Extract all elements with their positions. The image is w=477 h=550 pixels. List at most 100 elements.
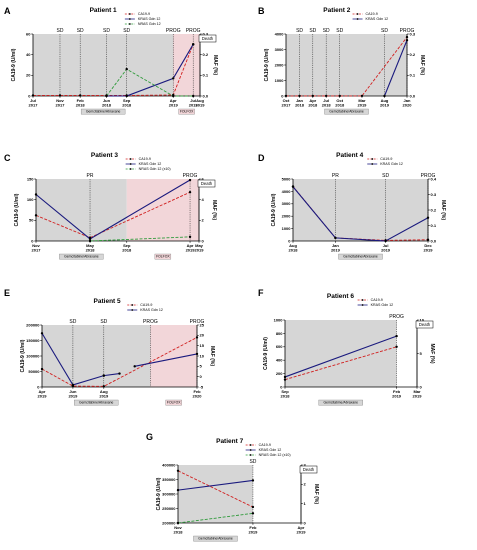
data-point-kras xyxy=(395,334,398,338)
x-tick-label: 2019 xyxy=(358,103,368,108)
x-tick-label: Apr xyxy=(309,98,316,103)
x-tick-label: 2019 xyxy=(68,394,78,399)
left-tick-label: 600 xyxy=(276,344,283,349)
event-label: PR xyxy=(87,173,94,179)
x-tick-label: Aug xyxy=(196,98,204,103)
series-line-kras xyxy=(177,479,254,491)
treatment-label: FOLFOX xyxy=(156,255,170,259)
event-label: PR xyxy=(332,173,339,179)
treatment-label-box xyxy=(80,108,126,115)
legend-label: KRAS Gdn 12 xyxy=(380,162,403,166)
legend-marker xyxy=(131,309,134,311)
legend-label: KRAS Gdn 12 xyxy=(139,162,162,166)
x-tick-label: 2018 xyxy=(335,103,345,108)
series-line-nras xyxy=(106,68,194,97)
panel-e: E Patient 5 0 50000 100000 150000 200000 -5 0 5 10… xyxy=(4,288,215,406)
right-tick-label: 2 xyxy=(304,482,307,487)
right-tick-label: 0.3 xyxy=(410,31,416,36)
x-tick-label: Nov xyxy=(56,98,64,103)
legend-marker xyxy=(371,158,374,160)
treatment-label-box xyxy=(165,399,182,406)
treatment-shade xyxy=(285,320,397,387)
x-tick-label: 2020 xyxy=(193,394,203,399)
legend-marker xyxy=(128,18,131,20)
right-axis-label: MAF (%) xyxy=(429,344,435,364)
panel-c: C Patient 3 0 50 100 150 0 2 4 6 CA19-9 (U/ml) MAF … xyxy=(4,152,217,260)
x-tick-label: Jan xyxy=(332,243,339,248)
legend-marker xyxy=(249,444,252,446)
legend-label: CA19-9 xyxy=(138,12,150,16)
series-line-ca199 xyxy=(284,346,397,381)
panel-g: G Patient 7 200000 250000 300000 350000 400000… xyxy=(146,432,319,542)
right-tick-label: 0.1 xyxy=(203,73,209,78)
treatment-shade xyxy=(42,325,151,387)
x-tick-label: Oct xyxy=(283,98,290,103)
left-tick-label: 400000 xyxy=(162,462,176,467)
event-label: SD xyxy=(336,28,343,34)
panel-title: Patient 4 xyxy=(336,152,363,159)
legend-label: KRAS Gdn 12 xyxy=(366,17,389,21)
data-point-kras xyxy=(118,372,121,375)
x-tick-label: Jul xyxy=(190,98,196,103)
treatment-label-box xyxy=(324,108,369,115)
x-tick-label: 2018 xyxy=(102,103,112,108)
left-tick-label: 800 xyxy=(276,331,283,336)
legend-label: CA19-9 xyxy=(366,12,378,16)
data-point-nras xyxy=(88,239,92,243)
left-tick-label: 150000 xyxy=(26,338,40,343)
right-axis-label: MAF (%) xyxy=(419,55,425,75)
panel-a: A Patient 1 0 20 40 60 0.0 0.1 0.2 0.3 CA19-9 (U/m… xyxy=(4,6,218,115)
series-line-kras xyxy=(134,353,198,367)
x-tick-label: May xyxy=(86,243,95,248)
treatment-shade xyxy=(293,179,428,241)
series-line-kras xyxy=(383,39,408,97)
series-line-ca199 xyxy=(41,337,198,387)
x-tick-label: 2019 xyxy=(169,103,179,108)
x-tick-label: Jun xyxy=(103,98,111,103)
right-tick-label: 2 xyxy=(202,218,205,223)
treatment-label-box xyxy=(318,399,363,406)
x-tick-label: Sep xyxy=(281,389,289,394)
x-tick-label: 2017 xyxy=(56,103,66,108)
x-tick-label: 2019 xyxy=(196,103,206,108)
x-tick-label: 2019 xyxy=(380,103,390,108)
data-point-ca199 xyxy=(395,345,398,348)
data-point-ca199 xyxy=(58,94,62,97)
x-tick-label: Apr xyxy=(187,243,194,248)
treatment-shade xyxy=(173,34,200,96)
legend-marker xyxy=(356,13,359,15)
legend-marker xyxy=(129,163,132,165)
data-point-nras xyxy=(191,94,195,98)
data-point-ca199 xyxy=(283,378,287,381)
treatment-label: Gemcitabine/Abraxane xyxy=(198,537,233,541)
event-label: SD xyxy=(100,319,107,325)
data-point-ca199 xyxy=(31,94,35,97)
x-tick-label: Nov xyxy=(32,243,40,248)
treatment-shade xyxy=(126,179,199,241)
data-point-kras xyxy=(188,178,192,182)
left-tick-label: 100000 xyxy=(26,353,40,358)
data-point-ca199 xyxy=(338,94,341,98)
x-tick-label: Feb xyxy=(249,525,257,530)
treatment-shade xyxy=(178,465,253,523)
left-tick-label: 20 xyxy=(26,73,31,78)
event-label: PROG xyxy=(389,314,404,320)
x-tick-label: Nov xyxy=(174,525,182,530)
series-line-kras xyxy=(284,335,397,378)
left-tick-label: 300000 xyxy=(162,491,176,496)
legend-label: KRAS Gdn 12 xyxy=(371,303,394,307)
treatment-label: Gemcitabine/Abraxane xyxy=(64,255,99,259)
event-label: PROG xyxy=(190,319,205,325)
x-tick-label: Feb xyxy=(193,389,201,394)
right-tick-label: 0.0 xyxy=(203,93,209,98)
series-line-kras xyxy=(41,332,74,386)
panel-title: Patient 1 xyxy=(90,7,117,14)
treatment-label: Gemcitabine/Abraxane xyxy=(79,401,114,405)
left-tick-label: 0 xyxy=(281,93,284,98)
right-tick-label: 5 xyxy=(200,364,203,369)
event-label: SD xyxy=(123,28,130,34)
treatment-label: Gemcitabine/Abraxane xyxy=(324,401,359,405)
panel-d: D Patient 4 0 1000 2000 3000 4000 5000 0.0 0.1 0.2… xyxy=(258,152,446,260)
left-tick-label: 200000 xyxy=(162,520,176,525)
data-point-nras xyxy=(176,521,180,525)
